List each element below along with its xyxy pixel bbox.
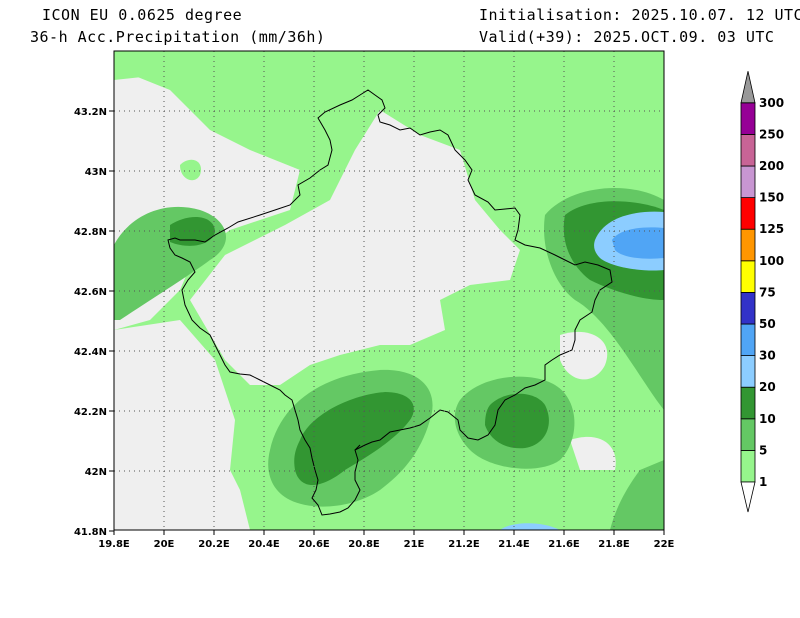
colorbar-swatch	[740, 355, 756, 388]
colorbar-label: 20	[759, 380, 776, 394]
lon-tick-label: 20.8E	[348, 539, 380, 550]
lon-tick-label: 20.2E	[198, 539, 230, 550]
dry-region	[190, 110, 520, 385]
dry-region-se	[570, 436, 616, 470]
colorbar-label: 75	[759, 285, 776, 299]
colorbar-swatch	[740, 418, 756, 451]
init-time: Initialisation: 2025.10.07. 12 UTC	[479, 6, 800, 24]
colorbar-swatch-top	[740, 71, 756, 104]
lon-tick-label: 21.2E	[448, 539, 480, 550]
colorbar-swatch	[740, 449, 756, 483]
lon-tick-label: 20.4E	[248, 539, 280, 550]
colorbar-swatch	[740, 133, 756, 167]
dry-region-east	[560, 331, 608, 380]
lat-axis: 43.2N 43N 42.8N 42.6N 42.4N 42.2N 42N 41.8N	[74, 107, 114, 538]
colorbar-label: 200	[759, 159, 784, 173]
colorbar-label: 50	[759, 317, 776, 331]
colorbar-swatch	[740, 386, 756, 420]
dry-region-south	[114, 320, 250, 530]
colorbar-swatch	[740, 197, 756, 230]
lat-tick-label: 43.2N	[74, 107, 107, 118]
lon-axis: 19.8E 20E 20.2E 20.4E 20.6E 20.8E 21E 21.2E 21.4…	[98, 530, 675, 550]
colorbar-label: 125	[759, 222, 784, 236]
lat-tick-label: 42.4N	[74, 347, 107, 358]
valid-time: Valid(+39): 2025.OCT.09. 03 UTC	[479, 28, 775, 46]
lon-tick-label: 19.8E	[98, 539, 130, 550]
model-title: ICON EU 0.0625 degree	[42, 6, 243, 24]
colorbar-label: 30	[759, 349, 776, 363]
colorbar-label: 1	[759, 475, 767, 489]
lat-tick-label: 41.8N	[74, 527, 107, 538]
lon-tick-label: 21E	[404, 539, 425, 550]
colorbar-label: 5	[759, 443, 767, 457]
colorbar-swatch	[740, 291, 756, 325]
lat-tick-label: 42.8N	[74, 227, 107, 238]
colorbar-label: 300	[759, 96, 784, 110]
border-detail	[354, 444, 361, 451]
lon-tick-label: 21.8E	[598, 539, 630, 550]
field-title: 36-h Acc.Precipitation (mm/36h)	[30, 28, 326, 46]
colorbar-swatch	[740, 228, 756, 262]
colorbar-label: 150	[759, 191, 784, 205]
lat-tick-label: 42.2N	[74, 407, 107, 418]
colorbar-swatch	[740, 260, 756, 293]
precip-30mm	[612, 227, 664, 259]
colorbar-label: 250	[759, 127, 784, 141]
lon-tick-label: 20.6E	[298, 539, 330, 550]
lon-tick-label: 22E	[654, 539, 675, 550]
colorbar-swatch	[740, 165, 756, 199]
colorbar-swatch	[740, 323, 756, 357]
lon-tick-label: 21.6E	[548, 539, 580, 550]
colorbar-swatch	[740, 102, 756, 135]
grid-lines	[114, 51, 664, 530]
country-border	[167, 89, 613, 516]
colorbar-label: 10	[759, 412, 776, 426]
colorbar-legend: 1 5 10 20 30 50 75 100 125 150 200 250 300	[740, 71, 784, 513]
lat-tick-label: 42.6N	[74, 287, 107, 298]
colorbar-swatch-bottom	[740, 481, 756, 513]
lon-tick-label: 20E	[154, 539, 175, 550]
lat-tick-label: 42N	[85, 467, 107, 478]
lon-tick-label: 21.4E	[498, 539, 530, 550]
colorbar-label: 100	[759, 254, 784, 268]
precip-20mm-south	[500, 523, 560, 530]
lat-tick-label: 43N	[85, 167, 107, 178]
